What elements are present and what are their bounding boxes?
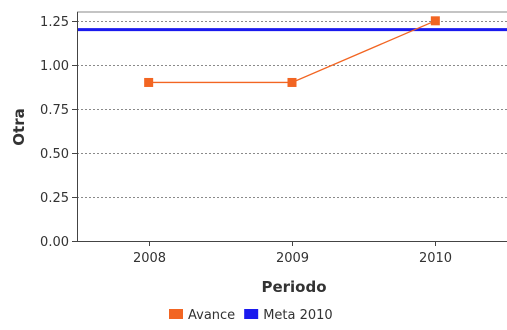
y-tick-label: 1.00 <box>40 59 69 74</box>
y-tick-label: 0.50 <box>40 147 69 162</box>
legend: Avance Meta 2010 <box>169 308 333 323</box>
legend-swatch-meta-2010 <box>244 309 259 319</box>
y-tick-label: 1.25 <box>40 15 69 30</box>
y-tick-label: 0.25 <box>40 191 69 206</box>
data-point-avance <box>144 77 154 87</box>
y-tick-label: 0.75 <box>40 103 69 118</box>
x-tick-label: 2009 <box>276 251 309 266</box>
x-axis-title: Periodo <box>261 278 326 296</box>
series <box>144 16 440 87</box>
y-axis-title: Otra <box>10 108 28 145</box>
legend-swatch-avance <box>169 309 183 319</box>
data-point-avance <box>430 16 440 26</box>
x-tick-label: 2008 <box>133 251 166 266</box>
legend-label-meta-2010: Meta 2010 <box>263 308 333 323</box>
legend-label-avance: Avance <box>188 308 235 323</box>
axes: 0.00 0.25 0.50 0.75 1.00 1.25 2008 2009 2010 <box>40 12 507 266</box>
grid <box>77 11 507 198</box>
y-tick-label: 0.00 <box>40 235 69 250</box>
data-point-avance <box>287 77 297 87</box>
x-tick-label: 2010 <box>419 251 452 266</box>
